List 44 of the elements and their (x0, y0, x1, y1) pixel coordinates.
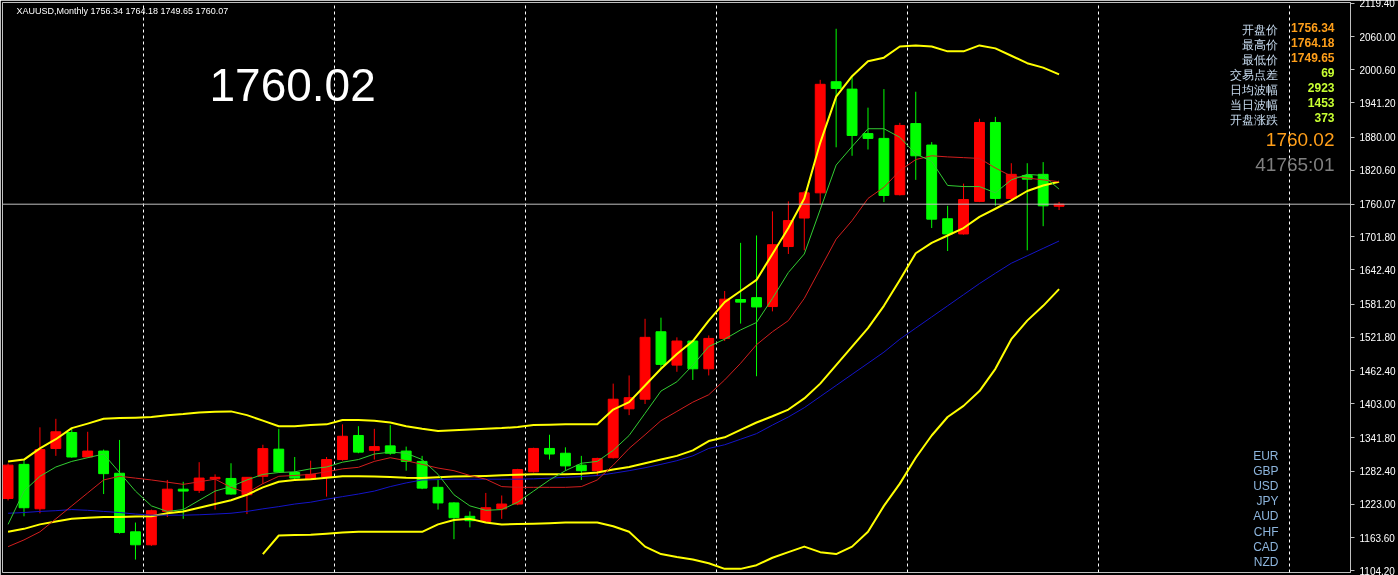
text: JPY (1256, 494, 1279, 509)
y-tick-label: 2060.00 (1359, 31, 1397, 43)
text: 开盘涨跌 (1229, 112, 1278, 127)
text: USD (1253, 478, 1279, 493)
y-tick-label: 1282.40 (1359, 466, 1397, 478)
text: 开盘价 (1241, 22, 1278, 37)
text: 41765:01 (1255, 153, 1335, 175)
text: 373 (1314, 110, 1335, 125)
y-tick-label: 2000.60 (1359, 64, 1397, 76)
y-tick-label: 1701.80 (1359, 231, 1397, 243)
y-tick-label: 1820.60 (1359, 165, 1397, 177)
y-tick-label: 2119.40 (1359, 0, 1396, 10)
text: CAD (1253, 539, 1279, 554)
y-tick-label: 1403.00 (1359, 398, 1397, 410)
text: CHF (1253, 524, 1279, 539)
text: AUD (1253, 509, 1279, 524)
y-tick-label: 1223.00 (1359, 499, 1397, 511)
text: 69 (1321, 65, 1335, 80)
y-tick-label: 1462.40 (1359, 365, 1397, 377)
chart-title: XAUUSD,Monthly 1756.34 1764.18 1749.65 1760.07 (16, 5, 229, 16)
text: 1756.34 (1291, 20, 1335, 35)
text: GBP (1253, 463, 1279, 478)
text: 1749.65 (1291, 50, 1335, 65)
text: EUR (1253, 448, 1279, 463)
y-tick-label: 1521.80 (1359, 332, 1397, 344)
text: 当日波幅 (1229, 97, 1278, 112)
y-tick-label: 1642.40 (1359, 264, 1397, 276)
y-tick-label: 1104.20 (1359, 565, 1396, 575)
y-tick-label: 1341.80 (1359, 432, 1397, 444)
text: 1453 (1307, 95, 1335, 110)
ref-line-label: 1760.07 (1359, 199, 1397, 211)
text: 日均波幅 (1229, 82, 1278, 97)
text: 2923 (1307, 80, 1335, 95)
y-tick-label: 1941.20 (1359, 97, 1397, 109)
y-tick-label: 1880.00 (1359, 132, 1397, 144)
text: 最高价 (1241, 37, 1278, 52)
text: 最低价 (1241, 52, 1278, 67)
text: NZD (1253, 554, 1279, 569)
text: 1764.18 (1291, 35, 1335, 50)
annotation: 1760.02 (209, 58, 376, 111)
y-tick-label: 1163.60 (1359, 532, 1396, 544)
y-tick-label: 1581.20 (1359, 299, 1397, 311)
text: 1760.02 (1265, 128, 1335, 150)
text: 交易点差 (1229, 67, 1278, 82)
